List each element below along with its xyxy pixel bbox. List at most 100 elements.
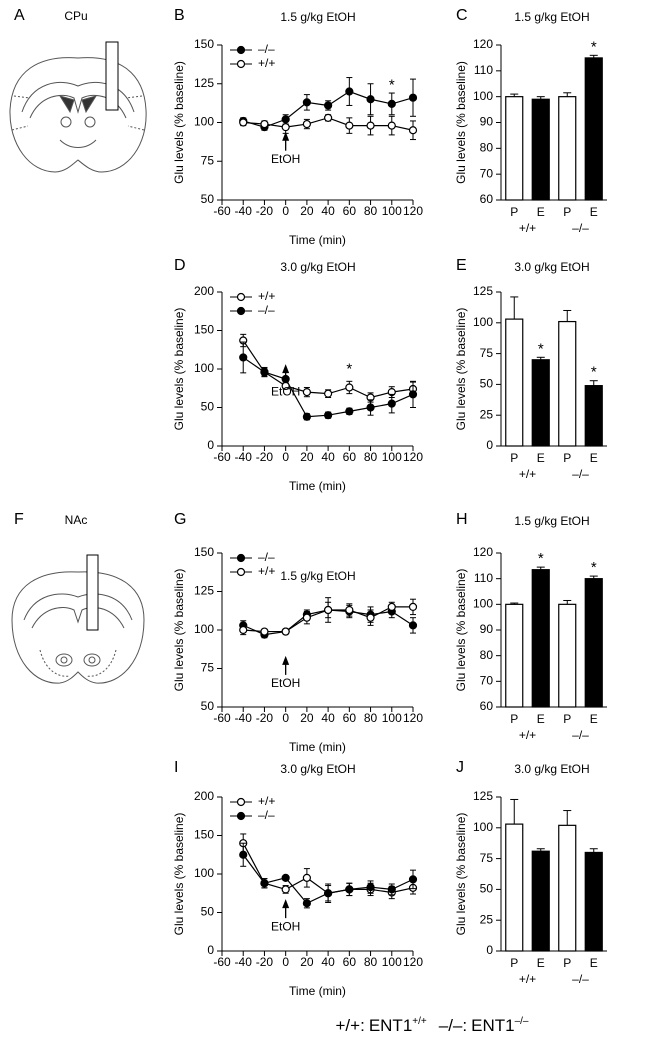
panel-letter: J (456, 759, 464, 776)
y-tick-label: 50 (201, 192, 215, 206)
x-tick-label: -20 (256, 955, 274, 969)
bar (584, 578, 603, 708)
legend-marker (236, 811, 246, 821)
legend-label: +/+ (258, 56, 275, 70)
group-label: –/– (572, 467, 589, 481)
data-point (324, 101, 333, 110)
y-axis-label: Glu levels (% baseline) (454, 61, 468, 184)
data-point (239, 353, 248, 362)
x-tick-label: E (537, 205, 545, 219)
legend-marker (236, 553, 246, 563)
x-tick-label: P (510, 712, 518, 726)
y-tick-label: 75 (201, 153, 215, 167)
data-point (408, 93, 418, 102)
group-label: –/– (572, 728, 589, 742)
panel-letter: F (14, 511, 24, 528)
bar (531, 98, 550, 201)
x-tick-label: 100 (382, 204, 402, 218)
data-point (302, 873, 311, 882)
data-point (302, 899, 311, 908)
y-tick-label: 125 (473, 789, 493, 803)
data-point (387, 121, 396, 130)
x-tick-label: 60 (343, 955, 357, 969)
x-axis-label: Time (min) (289, 479, 346, 493)
x-tick-label: 20 (300, 450, 314, 464)
chart-title: 1.5 g/kg EtOH (280, 10, 355, 24)
x-tick-label: E (590, 205, 598, 219)
data-point (366, 882, 375, 892)
x-tick-label: E (590, 451, 598, 465)
data-point (260, 119, 269, 129)
legend-marker (236, 59, 246, 69)
legend-label: +/+ (258, 794, 275, 808)
x-tick-label: 40 (321, 450, 335, 464)
footnote-part: –/–: (439, 1016, 467, 1035)
data-point (408, 126, 418, 135)
y-tick-label: 100 (194, 866, 214, 880)
annotation-arrowhead (282, 364, 290, 374)
y-axis-label: Glu levels (% baseline) (172, 813, 186, 936)
y-tick-label: 70 (480, 674, 494, 688)
y-axis-label: Glu levels (% baseline) (454, 813, 468, 936)
x-tick-label: P (510, 956, 518, 970)
y-tick-label: 150 (194, 323, 214, 337)
legend-label: +/+ (258, 289, 275, 303)
footnote-part: ENT1 (471, 1016, 514, 1035)
x-tick-label: 20 (300, 204, 314, 218)
data-point (260, 627, 269, 636)
chart-title: 1.5 g/kg EtOH (280, 569, 355, 583)
x-tick-label: P (510, 205, 518, 219)
x-tick-label: 20 (300, 711, 314, 725)
y-tick-label: 150 (194, 828, 214, 842)
y-axis-label: Glu levels (% baseline) (172, 61, 186, 184)
x-tick-label: -60 (213, 450, 231, 464)
data-point (281, 123, 290, 132)
data-point (345, 121, 354, 130)
x-tick-label: 40 (321, 204, 335, 218)
legend-marker (236, 292, 246, 302)
data-point (345, 407, 354, 416)
chart-title: 3.0 g/kg EtOH (514, 762, 589, 776)
x-tick-label: E (537, 956, 545, 970)
chart-title: 1.5 g/kg EtOH (514, 10, 589, 24)
bar (505, 96, 524, 201)
y-tick-label: 50 (480, 882, 494, 896)
x-tick-label: E (590, 956, 598, 970)
footnote-part: +/+ (412, 1016, 427, 1027)
x-tick-label: E (537, 712, 545, 726)
y-axis-label: Glu levels (% baseline) (172, 308, 186, 431)
data-point (345, 605, 354, 615)
x-axis-label: Time (min) (289, 740, 346, 754)
footnote-part: +/+: (336, 1016, 365, 1035)
data-point (366, 613, 375, 622)
legend-marker (236, 797, 246, 807)
data-point (302, 412, 311, 421)
data-point (324, 889, 333, 898)
x-tick-label: 80 (364, 450, 378, 464)
y-tick-label: 50 (201, 905, 215, 919)
y-tick-label: 125 (473, 284, 493, 298)
group-label: +/+ (519, 467, 536, 481)
data-point (324, 113, 333, 122)
region-label: CPu (64, 9, 87, 23)
y-tick-label: 125 (194, 584, 214, 598)
annotation: * (389, 76, 395, 93)
bar (584, 385, 603, 447)
annotation: * (538, 550, 544, 567)
x-tick-label: P (563, 956, 571, 970)
series-line (242, 340, 414, 399)
y-tick-label: 120 (473, 37, 493, 51)
y-tick-label: 90 (480, 622, 494, 636)
legend-label: –/– (258, 808, 275, 822)
y-tick-label: 150 (194, 545, 214, 559)
bar (505, 823, 524, 952)
bar (531, 850, 550, 952)
x-tick-label: 0 (282, 450, 289, 464)
annotation: EtOH (271, 384, 300, 398)
y-tick-label: 100 (194, 622, 214, 636)
group-label: –/– (572, 221, 589, 235)
data-point (324, 605, 333, 615)
y-tick-label: 110 (474, 63, 493, 77)
annotation: * (591, 559, 597, 576)
